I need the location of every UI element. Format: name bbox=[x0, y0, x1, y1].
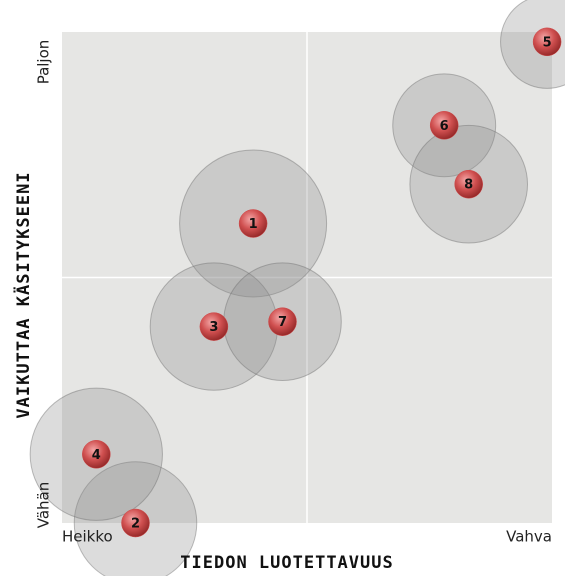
point-label: 3 bbox=[209, 320, 218, 335]
x-tick-label: Vahva bbox=[506, 528, 552, 546]
point-marker bbox=[199, 312, 229, 341]
point-marker bbox=[82, 440, 111, 469]
y-tick-label: Vähän bbox=[35, 482, 53, 529]
x-axis-label: TIEDON LUOTETTAVUUS bbox=[180, 553, 393, 573]
point-marker bbox=[268, 307, 297, 336]
bubble bbox=[500, 0, 565, 89]
point-label: 6 bbox=[440, 119, 449, 134]
point-label: 5 bbox=[543, 35, 552, 50]
point-label: 4 bbox=[92, 448, 101, 463]
point-marker bbox=[532, 27, 562, 57]
point-label: 7 bbox=[278, 315, 287, 330]
x-tick-label: Heikko bbox=[62, 528, 113, 546]
point-marker bbox=[121, 508, 150, 538]
point-marker bbox=[238, 209, 268, 238]
y-tick-label: Paljon bbox=[35, 40, 53, 85]
point-label: 2 bbox=[131, 517, 140, 532]
point-marker bbox=[429, 111, 459, 140]
y-axis-label: VAIKUTTAA KÄSITYKSEENI bbox=[12, 171, 34, 418]
point-label: 1 bbox=[249, 217, 258, 232]
point-label: 8 bbox=[464, 178, 473, 193]
point-marker bbox=[454, 169, 483, 199]
